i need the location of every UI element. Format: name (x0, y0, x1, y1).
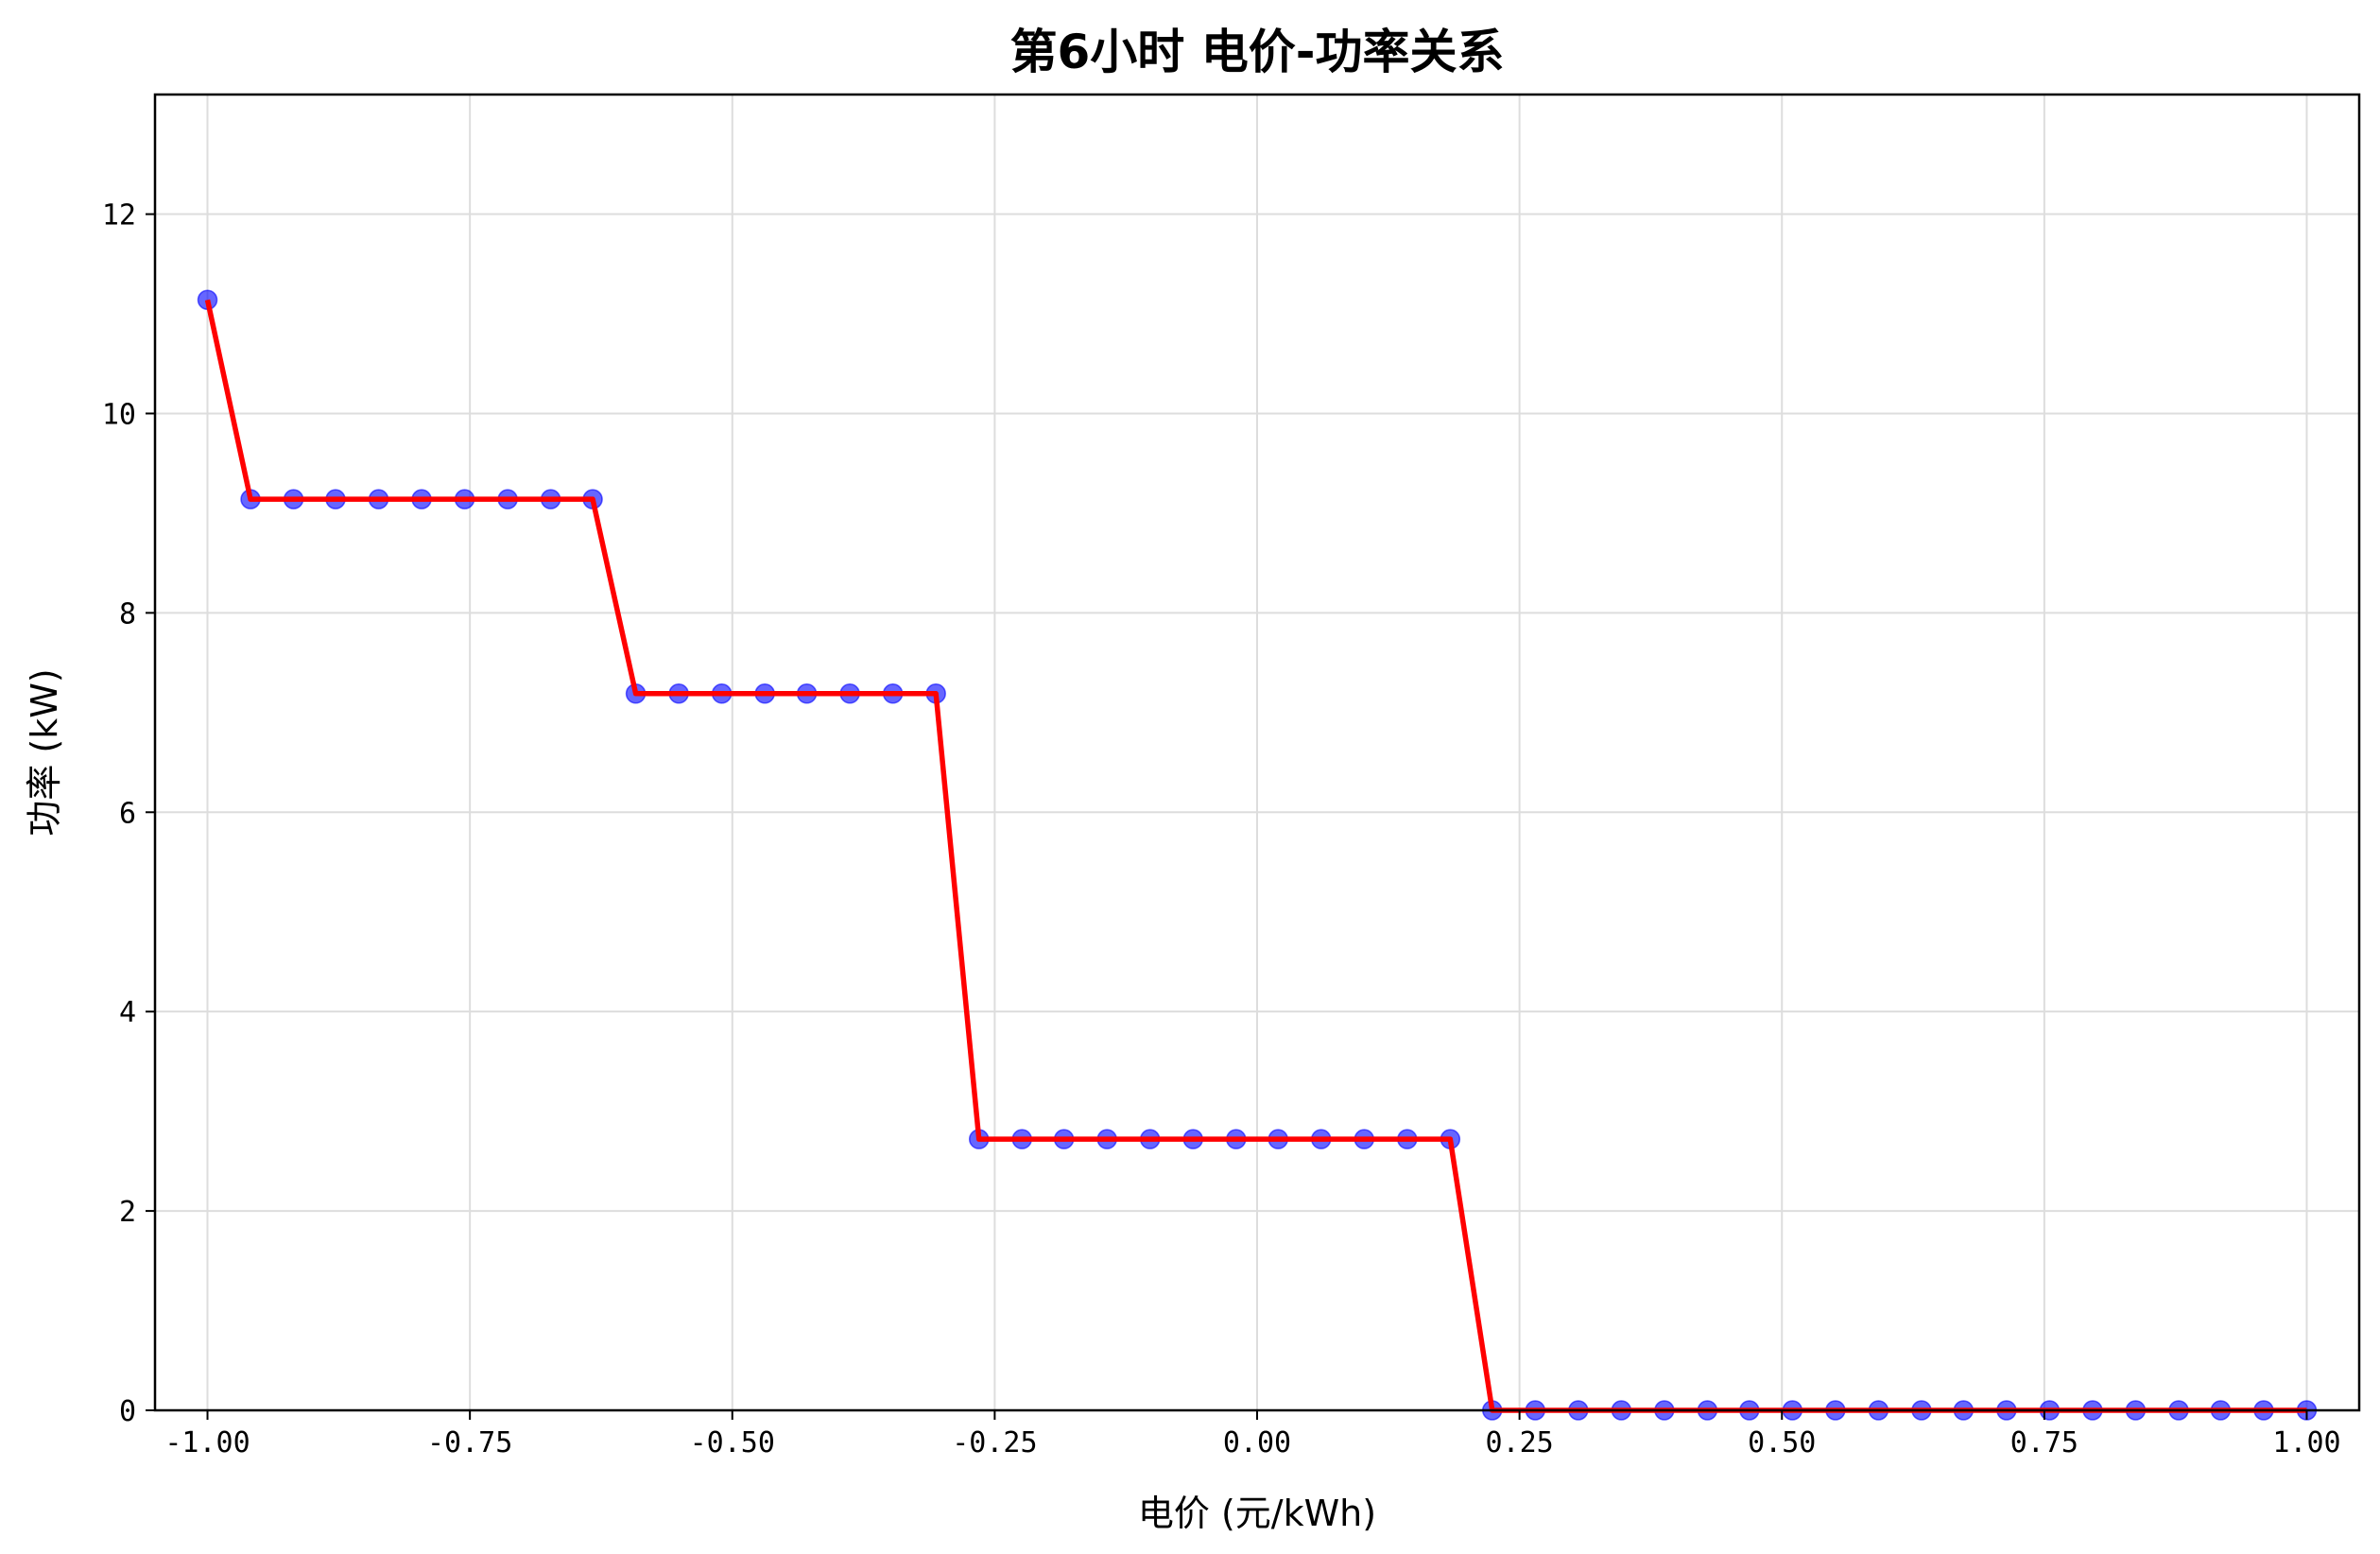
x-tick-label: -0.50 (690, 1426, 775, 1459)
x-tick-label: 0.75 (2010, 1426, 2078, 1459)
x-tick-label: -0.75 (427, 1426, 512, 1459)
x-tick-label: 1.00 (2272, 1426, 2340, 1459)
y-tick-label: 12 (102, 199, 136, 233)
x-tick-label: -1.00 (164, 1426, 250, 1459)
y-axis-title: 功率 (kW) (24, 668, 65, 836)
x-tick-label: 0.25 (1485, 1426, 1553, 1459)
ticks: -1.00 -0.75 -0.50 -0.25 0.00 0.25 0.50 0.75 1.00… (102, 199, 2341, 1459)
y-tick-label: 4 (119, 996, 136, 1029)
y-tick-label: 6 (119, 797, 136, 830)
y-tick-label: 0 (119, 1395, 136, 1428)
y-tick-label: 2 (119, 1196, 136, 1229)
chart-title: 第6小时 电价-功率关系 (1010, 25, 1505, 79)
x-tick-label: -0.25 (952, 1426, 1037, 1459)
y-tick-label: 10 (102, 398, 136, 431)
x-tick-label: 0.00 (1223, 1426, 1291, 1459)
x-axis-title: 电价 (元/kWh) (1138, 1493, 1376, 1534)
x-tick-label: 0.50 (1748, 1426, 1816, 1459)
y-tick-label: 8 (119, 597, 136, 630)
